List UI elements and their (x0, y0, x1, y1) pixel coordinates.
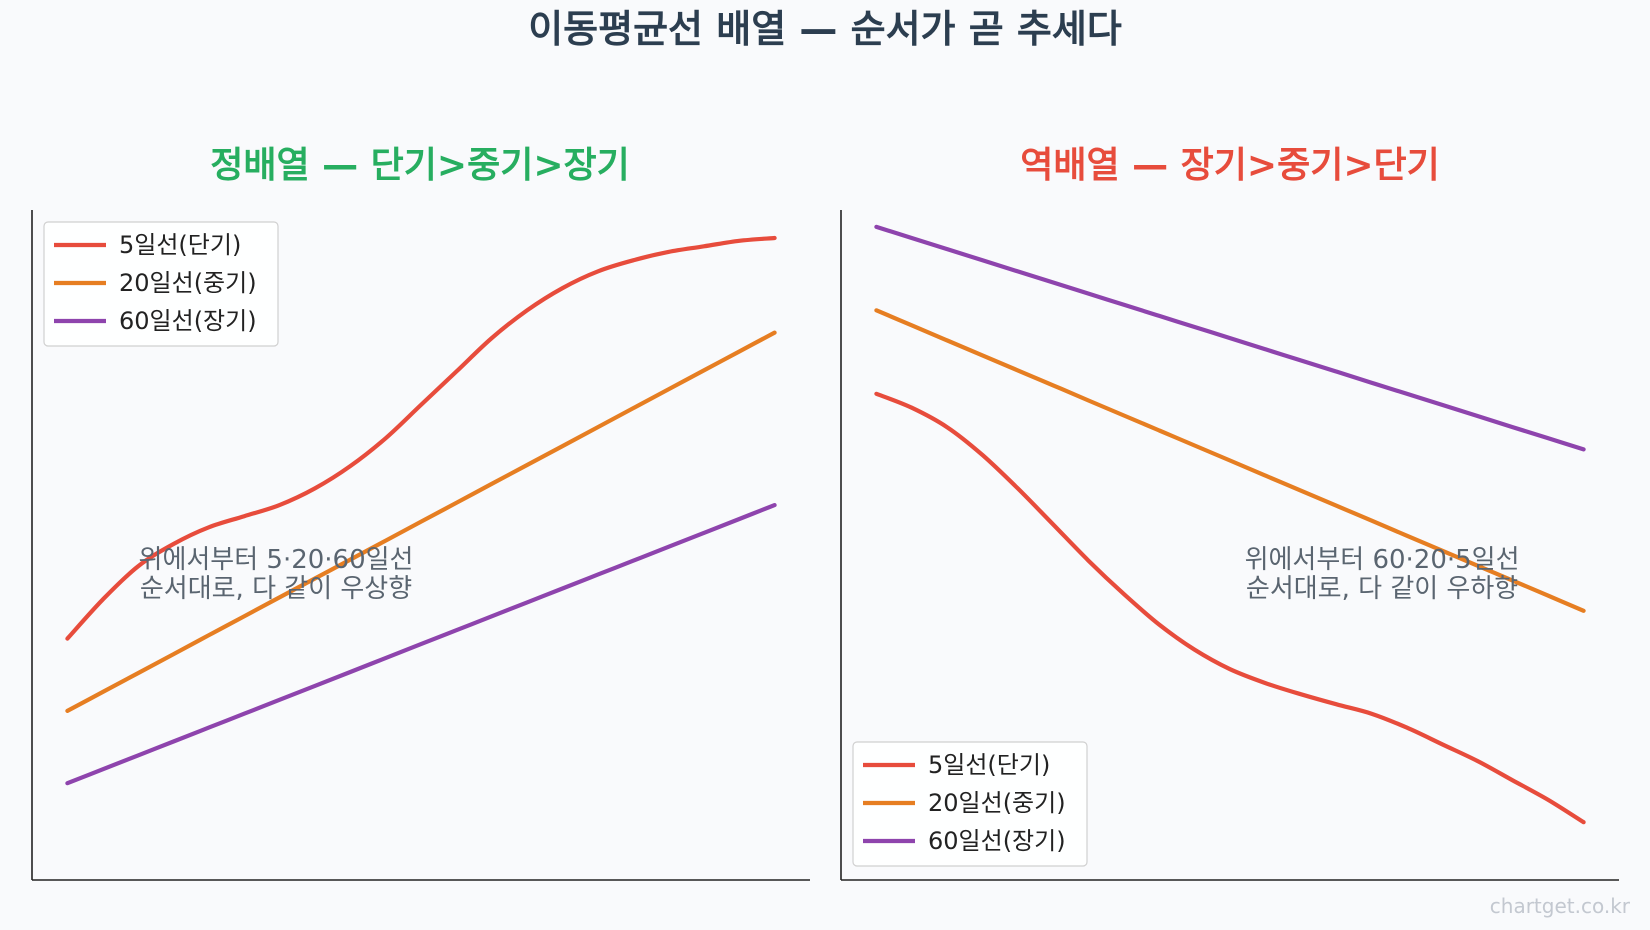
left-series-line-1 (67, 333, 774, 711)
left-legend-label-0: 5일선(단기) (119, 231, 241, 259)
right-annotation-line-1: 순서대로, 다 같이 우하향 (1246, 574, 1518, 604)
watermark: chartget.co.kr (1490, 894, 1630, 918)
left-annotation-line-1: 순서대로, 다 같이 우상향 (140, 574, 412, 604)
left-annotation-line-0: 위에서부터 5·20·60일선 (139, 545, 414, 575)
right-annotation-line-0: 위에서부터 60·20·5일선 (1245, 545, 1520, 575)
left-legend-label-2: 60일선(장기) (119, 307, 257, 335)
right-legend-label-0: 5일선(단기) (928, 751, 1050, 779)
right-series-line-2 (876, 227, 1583, 450)
right-legend-label-1: 20일선(중기) (928, 789, 1066, 817)
right-legend-label-2: 60일선(장기) (928, 827, 1066, 855)
left-legend-label-1: 20일선(중기) (119, 269, 257, 297)
